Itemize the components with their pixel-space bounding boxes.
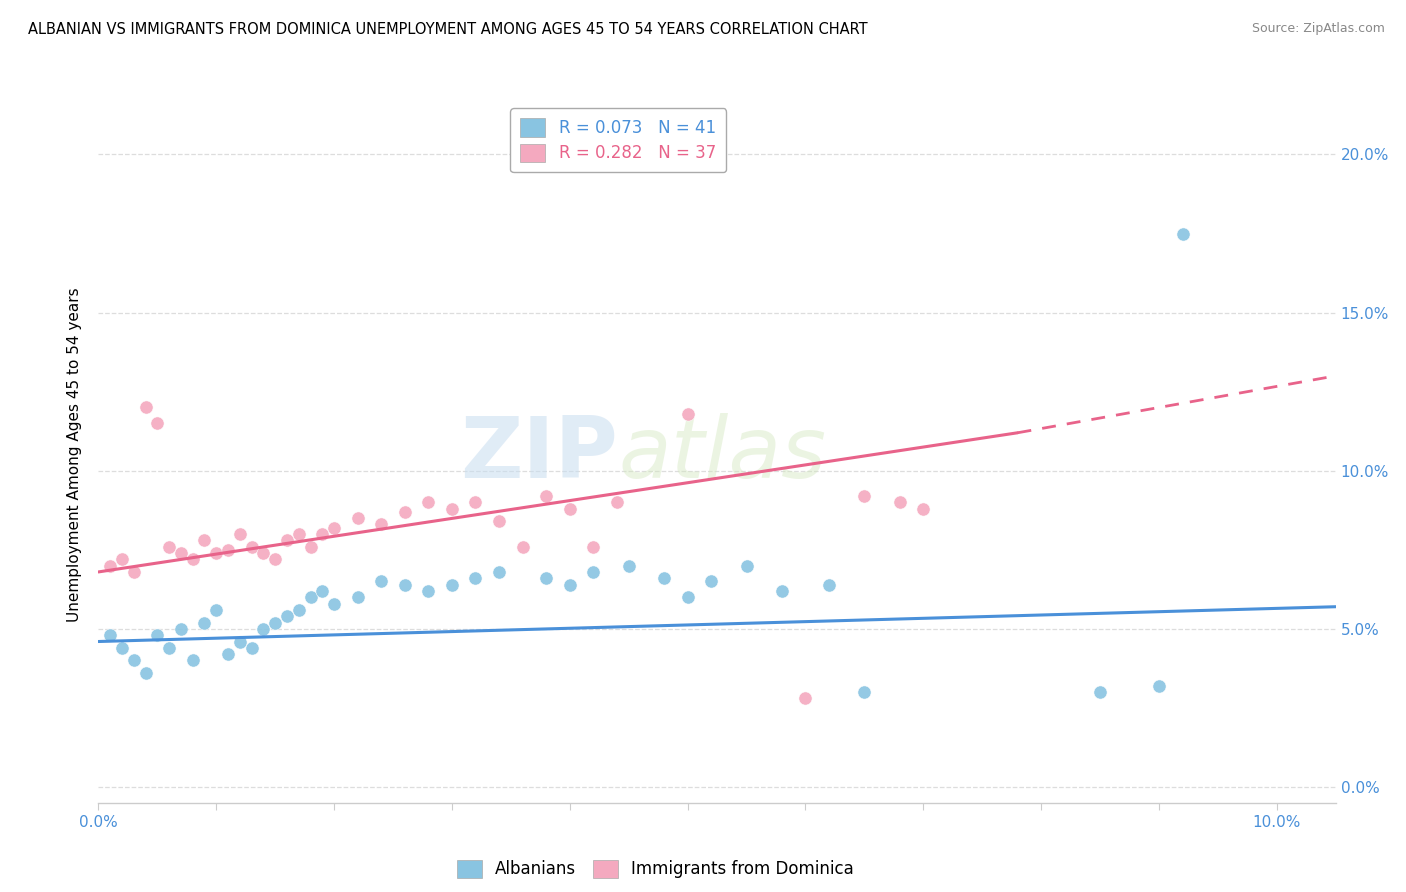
Point [146,417,169,431]
Point [323,521,346,535]
Point [122,653,145,667]
Point [818,577,841,591]
Point [217,542,239,557]
Point [181,552,204,566]
Point [418,495,440,509]
Point [98,558,121,573]
Point [853,685,876,699]
Point [534,489,557,503]
Point [370,517,392,532]
Text: atlas: atlas [619,413,827,497]
Point [252,622,274,636]
Point [252,546,274,560]
Point [135,666,157,681]
Point [440,501,463,516]
Point [111,552,134,566]
Point [311,527,333,541]
Point [122,565,145,579]
Text: Source: ZipAtlas.com: Source: ZipAtlas.com [1251,22,1385,36]
Point [582,540,605,554]
Point [676,591,699,605]
Point [240,640,263,655]
Point [146,628,169,642]
Point [912,501,935,516]
Point [193,533,215,548]
Point [240,540,263,554]
Point [464,495,486,509]
Point [229,634,252,648]
Point [287,603,309,617]
Point [440,577,463,591]
Point [217,647,239,661]
Point [1147,679,1170,693]
Point [889,495,911,509]
Point [276,609,298,624]
Point [181,653,204,667]
Point [276,533,298,548]
Point [323,597,346,611]
Point [170,622,193,636]
Point [264,615,287,630]
Text: ALBANIAN VS IMMIGRANTS FROM DOMINICA UNEMPLOYMENT AMONG AGES 45 TO 54 YEARS CORR: ALBANIAN VS IMMIGRANTS FROM DOMINICA UNE… [28,22,868,37]
Point [157,640,180,655]
Point [287,527,309,541]
Text: ZIP: ZIP [460,413,619,497]
Point [170,546,193,560]
Point [193,615,215,630]
Point [98,628,121,642]
Point [558,577,581,591]
Point [794,691,817,706]
Point [157,540,180,554]
Point [534,571,557,585]
Point [606,495,628,509]
Point [370,574,392,589]
Point [770,583,793,598]
Point [229,527,252,541]
Point [1171,227,1194,241]
Legend: Albanians, Immigrants from Dominica: Albanians, Immigrants from Dominica [450,853,860,885]
Point [205,603,228,617]
Point [488,514,510,528]
Point [394,505,416,519]
Point [700,574,723,589]
Point [264,552,287,566]
Y-axis label: Unemployment Among Ages 45 to 54 years: Unemployment Among Ages 45 to 54 years [67,287,83,623]
Point [205,546,228,560]
Point [512,540,534,554]
Point [853,489,876,503]
Point [135,401,157,415]
Point [582,565,605,579]
Point [488,565,510,579]
Point [558,501,581,516]
Point [1088,685,1111,699]
Point [394,577,416,591]
Point [311,583,333,598]
Point [735,558,758,573]
Point [617,558,640,573]
Point [418,583,440,598]
Point [464,571,486,585]
Point [346,591,368,605]
Point [299,591,322,605]
Point [111,640,134,655]
Point [676,407,699,421]
Point [299,540,322,554]
Point [652,571,675,585]
Point [346,511,368,525]
